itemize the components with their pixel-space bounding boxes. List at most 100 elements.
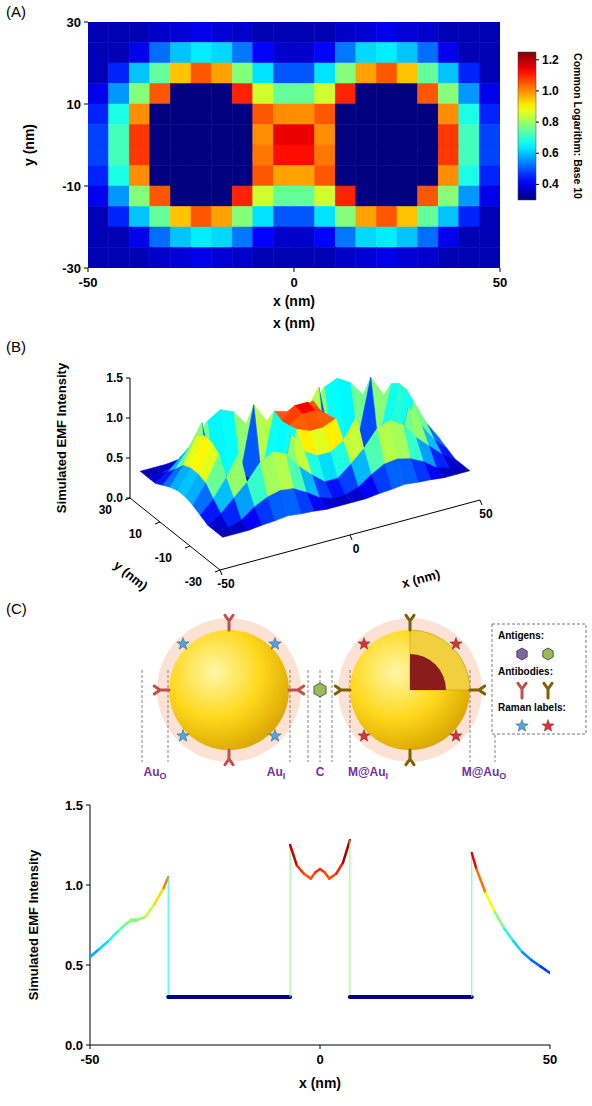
heatmap-cell: [232, 63, 253, 84]
tick-label: 0: [290, 275, 297, 290]
tick-label: -30: [185, 575, 203, 589]
colorbar-tick: [536, 122, 539, 123]
heatmap-cell: [273, 166, 294, 187]
heatmap-cell: [150, 104, 171, 125]
colorbar-tick-label: 0.4: [542, 177, 559, 191]
tick: [185, 546, 190, 548]
heatmap-cell: [150, 22, 171, 43]
heatmap-cell: [376, 145, 397, 166]
line-segment: [343, 840, 350, 862]
tick-label: 1.0: [106, 411, 123, 425]
heatmap-cell: [232, 104, 253, 125]
heatmap-cell: [191, 248, 212, 269]
heatmap-cell: [376, 63, 397, 84]
heatmap-cell: [170, 104, 191, 125]
line-segment: [154, 888, 163, 904]
heatmap-cell: [397, 63, 418, 84]
heatmap-cell: [150, 186, 171, 207]
heatmap-cell: [109, 43, 130, 64]
guide-line: [290, 670, 291, 762]
tick-label: -50: [79, 275, 98, 290]
heatmap-cell: [438, 104, 459, 125]
tick: [86, 1045, 90, 1046]
heatmap-cell: [418, 186, 439, 207]
heatmap-cell: [294, 104, 315, 125]
axis-title: x (nm): [299, 1075, 341, 1091]
cutaway-shell: [410, 630, 470, 690]
position-label-text: M@Au: [462, 765, 500, 779]
tick-label: 0.5: [65, 958, 83, 973]
tick: [294, 268, 295, 272]
antibody: [406, 615, 414, 630]
tick: [88, 268, 89, 272]
heatmap-cell: [273, 125, 294, 146]
heatmap-cell: [170, 43, 191, 64]
heatmap-cell: [88, 186, 109, 207]
tick-label: 0.5: [106, 451, 123, 465]
position-label: AuI: [267, 765, 286, 781]
heatmap-cell: [335, 22, 356, 43]
heatmap-cell: [129, 125, 150, 146]
heatmap-cell: [170, 63, 191, 84]
tick: [215, 570, 220, 572]
heatmap-cell: [315, 43, 336, 64]
heatmap-cell: [129, 186, 150, 207]
heatmap-cell: [191, 22, 212, 43]
position-label: M@AuO: [462, 765, 507, 781]
line-segment: [168, 877, 169, 997]
tick: [550, 1045, 551, 1049]
colorbar-tick-label: 0.8: [542, 115, 559, 129]
heatmap-cell: [150, 227, 171, 248]
heatmap-cell: [459, 186, 480, 207]
tick: [480, 500, 482, 505]
heatmap-cell: [88, 63, 109, 84]
antibody: [154, 686, 169, 694]
heatmap-cell: [88, 43, 109, 64]
heatmap-cell: [294, 227, 315, 248]
heatmap-cell: [109, 227, 130, 248]
line-segment: [350, 995, 472, 999]
heatmap-cell: [418, 22, 439, 43]
heatmap-cell: [273, 186, 294, 207]
guide-line: [308, 670, 309, 762]
heatmap-cell: [459, 43, 480, 64]
heatmap-cell: [438, 166, 459, 187]
heatmap-cell: [88, 145, 109, 166]
raman-label: [358, 638, 370, 650]
heatmap-cell: [397, 186, 418, 207]
heatmap-cell: [253, 166, 274, 187]
colorbar-title: Common Logarithm: Base 10: [572, 53, 584, 199]
panel-label: (B): [6, 338, 26, 355]
x-axis: [220, 500, 480, 570]
heatmap-cell: [232, 166, 253, 187]
heatmap-cell: [418, 43, 439, 64]
gold-sphere: [169, 630, 289, 750]
heatmap-cell: [438, 84, 459, 105]
heatmap-cell: [335, 63, 356, 84]
heatmap-cell: [212, 166, 233, 187]
heatmap-cell: [170, 166, 191, 187]
heatmap-cell: [170, 125, 191, 146]
heatmap-cell: [191, 104, 212, 125]
tick: [84, 268, 88, 269]
heatmap-cell: [232, 125, 253, 146]
heatmap-cell: [479, 227, 500, 248]
heatmap-cell: [273, 248, 294, 269]
heatmap-cell: [376, 227, 397, 248]
colorbar-tick-label: 1.2: [542, 53, 559, 67]
heatmap-cell: [109, 84, 130, 105]
heatmap-cell: [88, 22, 109, 43]
heatmap-cell: [170, 84, 191, 105]
heatmap-cell: [376, 207, 397, 228]
heatmap-cell: [273, 227, 294, 248]
line-segment: [486, 893, 495, 912]
heatmap-cell: [356, 43, 377, 64]
heatmap-cell: [418, 104, 439, 125]
line-segment: [297, 866, 304, 874]
y-axis: [130, 498, 220, 570]
line-segment: [99, 941, 108, 949]
position-label-sub: I: [386, 771, 389, 781]
raman-label: [516, 720, 528, 732]
tick-label: 30: [99, 503, 113, 517]
heatmap-cell: [315, 84, 336, 105]
